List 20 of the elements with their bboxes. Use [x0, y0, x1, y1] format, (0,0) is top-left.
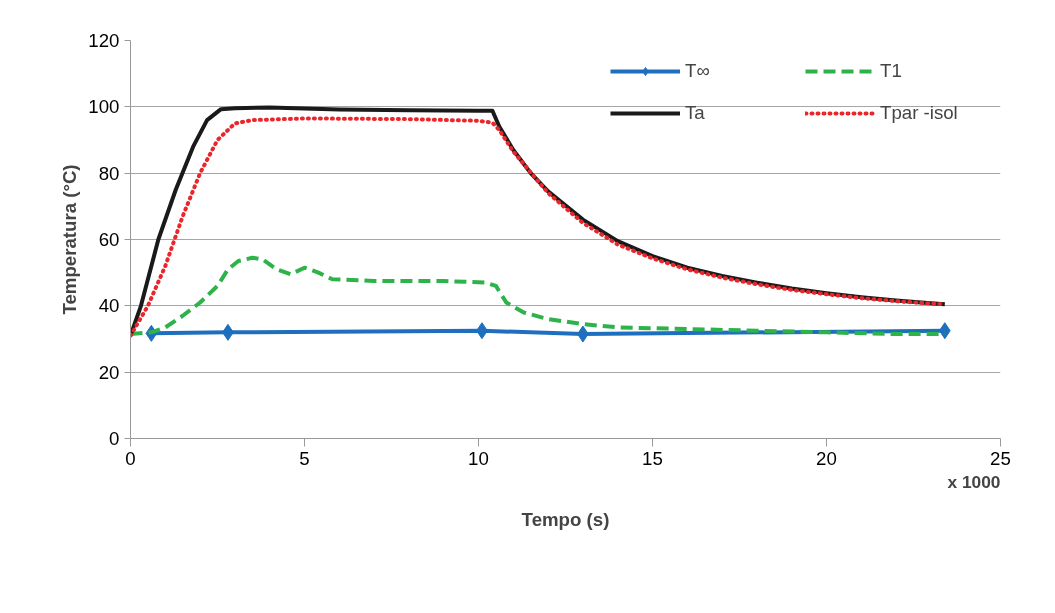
x-tick-label: 0 [125, 447, 136, 469]
x-tick-label: 15 [642, 447, 663, 469]
legend-label: T∞ [685, 60, 711, 82]
x-tick-label: 25 [990, 447, 1011, 469]
x-tick-label: 20 [816, 447, 837, 469]
legend-label: T1 [880, 60, 903, 82]
y-axis-title: Temperatura (°C) [59, 164, 81, 315]
text: x 1000 [947, 472, 1001, 492]
y-tick-label: 60 [98, 229, 120, 250]
y-tick-label: 100 [88, 96, 120, 118]
y-tick-label: 20 [98, 361, 120, 383]
x-tick-label: 5 [299, 447, 310, 469]
y-tick-label: 120 [88, 30, 120, 51]
legend-label: Ta [685, 102, 706, 124]
legend-label: Tpar -isol [880, 102, 959, 124]
y-tick-label: 40 [98, 295, 120, 317]
y-tick-label: 80 [98, 162, 120, 184]
y-tick-label: 0 [109, 428, 120, 449]
x-axis-title: Tempo (s) [521, 509, 610, 530]
x-tick-label: 10 [468, 447, 489, 469]
